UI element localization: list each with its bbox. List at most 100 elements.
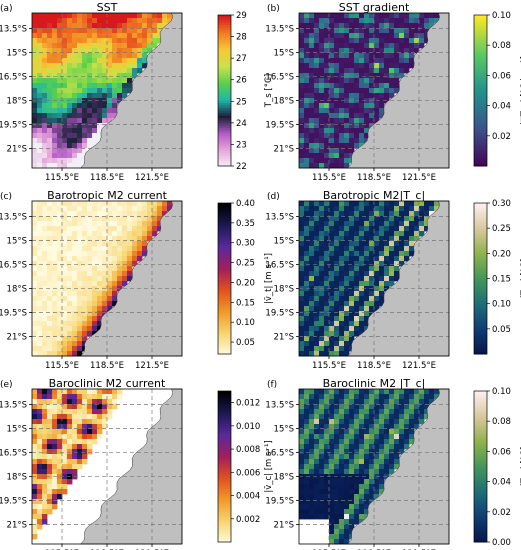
heatmap-cell [344,23,350,29]
heatmap-cell [37,133,43,139]
heatmap-cell [77,424,83,430]
heatmap-cell [299,261,305,267]
heatmap-cell [102,48,108,54]
heatmap-cell [42,489,48,495]
heatmap-cell [299,341,305,347]
heatmap-cell [349,454,355,460]
y-tick-label: 19.5°S [0,497,27,507]
heatmap-cell [349,266,355,272]
heatmap-cell [319,13,325,19]
heatmap-cell [102,68,108,74]
heatmap-cell [92,206,98,212]
heatmap-cell [112,58,118,64]
heatmap-cell [379,444,385,450]
heatmap-cell [37,469,43,475]
colorbar-segment [218,471,231,475]
heatmap-cell [339,424,345,430]
colorbar-frame [217,14,232,167]
heatmap-cell [364,133,370,139]
heatmap-cell [299,271,305,277]
heatmap-cell [42,439,48,445]
heatmap-cell [122,88,128,94]
heatmap-cell [339,341,345,347]
heatmap-cell [344,389,350,395]
heatmap-cell [409,434,415,440]
heatmap-cell [37,296,43,302]
heatmap-cell [162,201,168,207]
heatmap-cell [107,261,113,267]
colorbar-tick-label: 0.008 [236,445,260,455]
heatmap-cell [384,211,390,217]
heatmap-cell [394,261,400,267]
heatmap-cell [32,221,38,227]
heatmap-cell [404,18,410,24]
heatmap-cell [62,18,68,24]
heatmap-cell [82,148,88,154]
heatmap-cell [409,28,415,34]
heatmap-cell [92,78,98,84]
heatmap-cell [299,316,305,322]
heatmap-cell [424,206,430,212]
heatmap-cell [299,281,305,287]
colorbar-segment [474,240,487,244]
heatmap-cell [107,404,113,410]
heatmap-cell [354,419,360,425]
heatmap-cell [324,201,330,207]
heatmap-cell [359,261,365,267]
heatmap-cell [359,63,365,69]
heatmap-cell [319,38,325,44]
heatmap-cell [299,231,305,237]
heatmap-cell [309,108,315,114]
heatmap-cell [117,43,123,49]
heatmap-cell [87,28,93,34]
heatmap-cell [334,464,340,470]
heatmap-cell [354,221,360,227]
heatmap-cell [142,58,148,64]
heatmap-cell [132,221,138,227]
heatmap-cell [389,13,395,19]
heatmap-cell [314,489,320,495]
heatmap-cell [72,246,78,252]
heatmap-cell [349,201,355,207]
heatmap-cell [394,28,400,34]
heatmap-cell [394,73,400,79]
colorbar-segment [474,95,487,99]
heatmap-cell [364,98,370,104]
colorbar-segment [218,30,231,34]
heatmap-cell [314,266,320,272]
heatmap-cell [147,211,153,217]
heatmap-cell [62,469,68,475]
heatmap-cell [314,251,320,257]
heatmap-cell [107,266,113,272]
heatmap-cell [324,514,330,520]
heatmap-cell [374,221,380,227]
heatmap-cell [57,118,63,124]
heatmap-cell [52,256,58,262]
heatmap-cell [97,226,103,232]
heatmap-cell [389,429,395,435]
colorbar-segment [474,22,487,26]
heatmap-cell [92,241,98,247]
heatmap-cell [319,331,325,337]
colorbar-segment [474,50,487,54]
colorbar-tick-label: 0.30 [492,199,511,209]
heatmap-cell [62,206,68,212]
heatmap-cell [324,266,330,272]
heatmap-cell [314,148,320,154]
heatmap-cell [299,128,305,134]
heatmap-cell [389,58,395,64]
heatmap-cell [42,429,48,435]
heatmap-cell [354,281,360,287]
heatmap-cell [339,43,345,49]
colorbar-segment [218,120,231,124]
heatmap-cell [309,158,315,164]
heatmap-cell [319,291,325,297]
heatmap-cell [329,33,335,39]
heatmap-cell [334,123,340,129]
heatmap-cell [42,479,48,485]
heatmap-cell [384,216,390,222]
panel-label: (e) [0,380,13,390]
heatmap-cell [394,256,400,262]
heatmap-cell [409,13,415,19]
heatmap-cell [62,221,68,227]
